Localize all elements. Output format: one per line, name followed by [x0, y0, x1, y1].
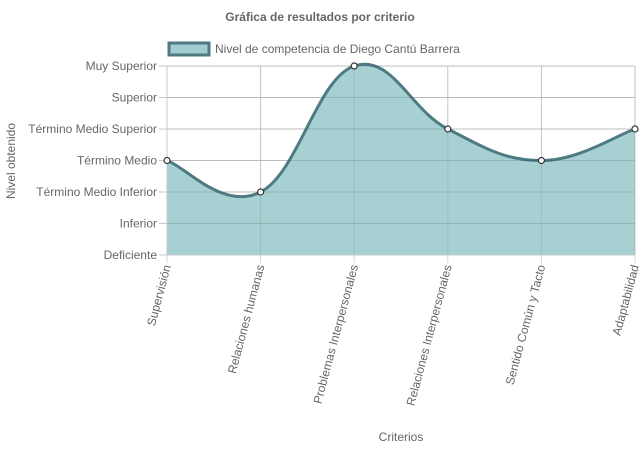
y-tick-label: Inferior	[120, 217, 157, 231]
legend[interactable]: Nivel de competencia de Diego Cantú Barr…	[167, 41, 460, 57]
data-point[interactable]	[163, 156, 171, 165]
x-axis: Supervisión Relaciones humanas Problemas I…	[144, 263, 639, 407]
y-tick-label: Término Medio Superior	[28, 122, 157, 136]
x-axis-title: Criterios	[379, 430, 424, 444]
y-tick-label: Muy Superior	[86, 59, 157, 73]
data-points	[163, 62, 639, 196]
x-tick-label: Supervisión	[144, 263, 174, 327]
y-tick-label: Deficiente	[104, 248, 158, 262]
y-axis: Deficiente Inferior Término Medio Inferior…	[28, 59, 157, 262]
data-point[interactable]	[537, 156, 546, 165]
legend-swatch	[167, 41, 211, 57]
chart-title: Gráfica de resultados por criterio	[225, 10, 414, 24]
y-tick-label: Término Medio Inferior	[36, 185, 157, 199]
legend-label: Nivel de competencia de Diego Cantú Barr…	[215, 42, 460, 56]
data-point[interactable]	[631, 125, 639, 133]
series-area-fill	[167, 64, 635, 256]
y-axis-title: Nivel obtenido	[4, 123, 18, 199]
x-tick-label: Relaciones humanas	[225, 263, 268, 375]
series-area	[166, 62, 636, 256]
x-tick-label: Relaciones Interpersonales	[404, 263, 455, 407]
data-point[interactable]	[257, 188, 265, 196]
x-tick-label: Problemas Interpersonales	[310, 263, 361, 405]
data-point[interactable]	[444, 125, 452, 133]
data-point[interactable]	[350, 62, 358, 70]
x-tick-label: Sentido Común y Tacto	[503, 263, 549, 387]
y-tick-label: Término Medio	[77, 154, 157, 168]
series-line	[166, 62, 636, 199]
y-tick-label: Superior	[112, 91, 157, 105]
x-tick-label: Adaptabilidad	[610, 263, 639, 337]
